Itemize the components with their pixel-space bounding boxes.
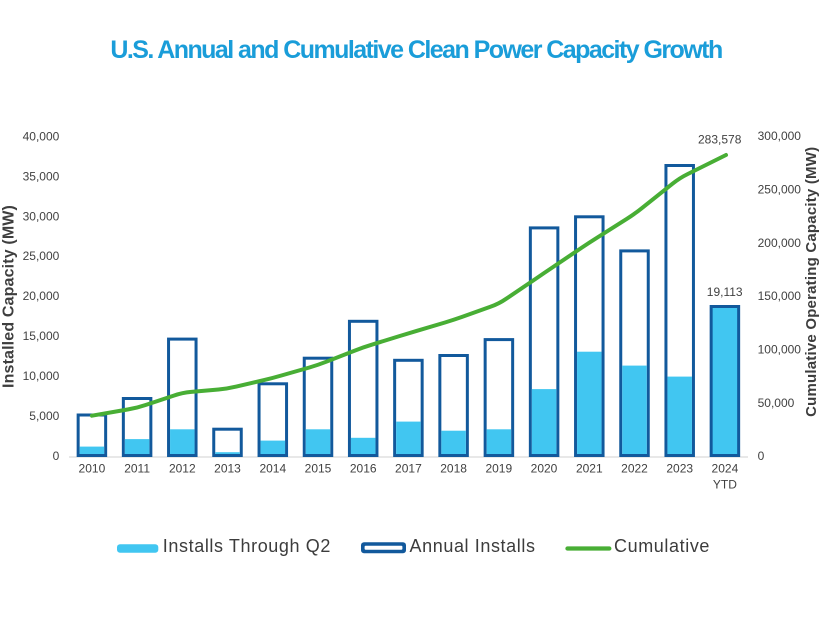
svg-text:2011: 2011	[124, 462, 150, 476]
svg-text:2014: 2014	[259, 462, 286, 476]
svg-text:Installs Through Q2: Installs Through Q2	[163, 536, 331, 556]
svg-text:Annual Installs: Annual Installs	[410, 536, 536, 556]
svg-text:2018: 2018	[440, 462, 467, 476]
svg-text:0: 0	[53, 449, 60, 463]
svg-text:2010: 2010	[79, 462, 106, 476]
svg-text:2022: 2022	[621, 462, 648, 476]
svg-text:Cumulative Operating Capacity: Cumulative Operating Capacity (MW)	[803, 147, 820, 417]
svg-text:250,000: 250,000	[758, 182, 802, 196]
svg-text:2016: 2016	[350, 462, 377, 476]
svg-text:300,000: 300,000	[758, 129, 802, 143]
svg-text:30,000: 30,000	[23, 209, 60, 223]
svg-text:2023: 2023	[666, 462, 693, 476]
svg-text:200,000: 200,000	[758, 236, 802, 250]
svg-text:YTD: YTD	[713, 477, 737, 491]
svg-text:100,000: 100,000	[758, 342, 802, 356]
svg-text:20,000: 20,000	[23, 289, 60, 303]
svg-text:15,000: 15,000	[23, 329, 60, 343]
svg-text:2021: 2021	[576, 462, 603, 476]
svg-text:2024: 2024	[712, 462, 739, 476]
svg-text:50,000: 50,000	[758, 396, 795, 410]
svg-text:2019: 2019	[485, 462, 512, 476]
svg-text:2020: 2020	[531, 462, 558, 476]
svg-text:Cumulative: Cumulative	[614, 536, 710, 556]
svg-text:Installed Capacity (MW): Installed Capacity (MW)	[0, 205, 17, 388]
svg-text:283,578: 283,578	[698, 133, 742, 147]
svg-text:25,000: 25,000	[23, 249, 60, 263]
svg-text:5,000: 5,000	[29, 409, 59, 423]
svg-text:2012: 2012	[169, 462, 196, 476]
svg-text:19,113: 19,113	[707, 285, 743, 299]
svg-text:2013: 2013	[214, 462, 241, 476]
svg-text:0: 0	[758, 449, 765, 463]
svg-text:2015: 2015	[305, 462, 332, 476]
svg-text:40,000: 40,000	[23, 129, 60, 143]
svg-text:2017: 2017	[395, 462, 422, 476]
svg-text:U.S. Annual and Cumulative Cle: U.S. Annual and Cumulative Clean Power C…	[110, 36, 722, 64]
svg-text:150,000: 150,000	[758, 289, 802, 303]
svg-text:10,000: 10,000	[23, 369, 60, 383]
svg-text:35,000: 35,000	[23, 169, 60, 183]
